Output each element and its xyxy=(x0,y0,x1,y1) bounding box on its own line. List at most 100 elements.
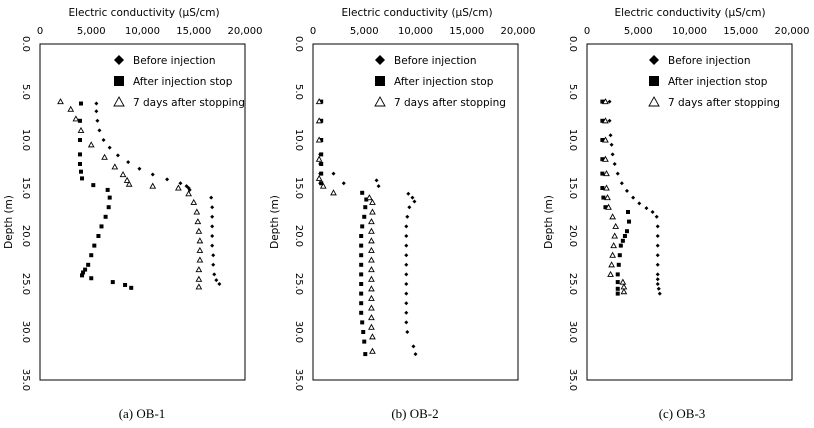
y-tick-label: 20.0 xyxy=(567,225,578,247)
square-marker xyxy=(92,243,97,248)
square-marker xyxy=(107,195,112,200)
triangle-marker xyxy=(194,218,202,225)
diamond-marker xyxy=(631,195,636,200)
square-marker xyxy=(81,270,86,275)
diamond-marker xyxy=(209,195,214,200)
square-marker xyxy=(603,205,608,210)
diamond-marker xyxy=(655,277,660,282)
triangle-marker xyxy=(369,208,376,215)
triangle-marker xyxy=(368,294,375,301)
triangle-marker xyxy=(612,222,620,229)
triangle-marker xyxy=(605,203,612,210)
legend-label: 7 days after stopping xyxy=(133,97,245,109)
square-marker xyxy=(600,157,605,162)
square-marker xyxy=(319,118,324,123)
diamond-marker xyxy=(137,166,142,171)
square-marker xyxy=(91,183,96,188)
square-marker xyxy=(319,171,324,176)
triangle-marker xyxy=(315,117,323,124)
y-tick-label: 0.0 xyxy=(20,36,31,52)
y-tick-label: 20.0 xyxy=(20,225,31,247)
y-tick-label: 25.0 xyxy=(20,273,31,295)
diamond-marker xyxy=(210,243,215,248)
diamond-marker xyxy=(655,253,660,258)
diamond-marker xyxy=(404,282,409,286)
square-marker xyxy=(359,243,364,248)
triangle-marker xyxy=(610,242,618,249)
square-marker xyxy=(360,190,365,195)
x-tick-label: 10,000 xyxy=(398,26,433,37)
diamond-marker xyxy=(624,188,629,193)
x-tick-label: 10,000 xyxy=(672,26,707,37)
diamond-marker xyxy=(609,142,614,147)
diamond-marker xyxy=(407,205,412,210)
triangle-marker xyxy=(603,170,610,177)
x-axis-title: Electric conductivity (μS/cm) xyxy=(341,7,492,19)
legend-diamond-marker xyxy=(114,55,124,65)
panel-caption: (b) OB-2 xyxy=(391,406,438,421)
square-marker xyxy=(360,224,365,229)
panel-ob-2: Electric conductivity (μS/cm) Depth (m) … xyxy=(269,7,536,421)
triangle-marker xyxy=(72,115,80,122)
triangle-marker xyxy=(368,218,375,225)
legend-square-marker xyxy=(649,76,659,86)
diamond-marker xyxy=(410,195,415,200)
x-tick-label: 10,000 xyxy=(125,26,160,37)
triangle-marker xyxy=(330,189,337,196)
diamond-marker xyxy=(607,118,612,123)
diamond-marker xyxy=(165,177,170,182)
y-axis-title: Depth (m) xyxy=(3,195,15,249)
triangle-marker xyxy=(369,347,376,354)
triangle-marker xyxy=(149,182,157,189)
y-tick-label: 5.0 xyxy=(20,84,31,100)
diamond-marker xyxy=(214,278,219,283)
diamond-marker xyxy=(619,181,624,186)
square-marker xyxy=(624,229,629,234)
diamond-marker xyxy=(644,206,649,211)
x-tick-label: 5,000 xyxy=(350,26,379,37)
diamond-marker xyxy=(404,310,409,315)
panel-caption: (a) OB-1 xyxy=(119,406,166,421)
y-tick-label: 15.0 xyxy=(293,177,304,199)
triangle-marker xyxy=(368,314,375,321)
square-marker xyxy=(360,320,365,325)
triangle-marker xyxy=(195,275,203,282)
square-marker xyxy=(319,152,324,157)
square-marker xyxy=(77,118,82,123)
x-tick-label: 0 xyxy=(584,26,590,37)
square-marker xyxy=(105,187,110,192)
triangle-marker xyxy=(319,182,327,189)
square-marker xyxy=(622,234,627,238)
legend-square-marker xyxy=(114,76,124,86)
diamond-marker xyxy=(210,214,215,219)
diamond-marker xyxy=(150,172,155,177)
square-marker xyxy=(96,234,101,238)
y-tick-label: 20.0 xyxy=(293,225,304,247)
square-marker xyxy=(615,272,620,277)
square-marker xyxy=(86,262,91,267)
triangle-marker xyxy=(315,174,323,181)
square-marker xyxy=(319,181,324,186)
legend-triangle-marker xyxy=(374,96,386,107)
square-marker xyxy=(600,186,605,190)
square-marker xyxy=(626,210,630,214)
diamond-marker xyxy=(376,184,381,189)
square-marker xyxy=(601,195,606,200)
square-marker xyxy=(617,253,622,258)
square-marker xyxy=(620,238,625,243)
y-tick-label: 35.0 xyxy=(20,369,31,391)
square-marker xyxy=(77,138,82,142)
diamond-marker xyxy=(610,152,615,157)
triangle-marker xyxy=(369,198,376,205)
square-marker xyxy=(359,310,364,315)
x-tick-label: 0 xyxy=(310,26,316,37)
x-tick-label: 15,000 xyxy=(449,26,484,37)
legend-label: After injection stop xyxy=(668,76,768,88)
diamond-marker xyxy=(210,224,215,229)
legend-label: Before injection xyxy=(133,55,216,67)
square-marker xyxy=(359,234,364,238)
diamond-marker xyxy=(650,210,655,214)
square-marker xyxy=(79,101,83,106)
triangle-marker xyxy=(609,251,616,258)
y-tick-label: 15.0 xyxy=(20,177,31,199)
